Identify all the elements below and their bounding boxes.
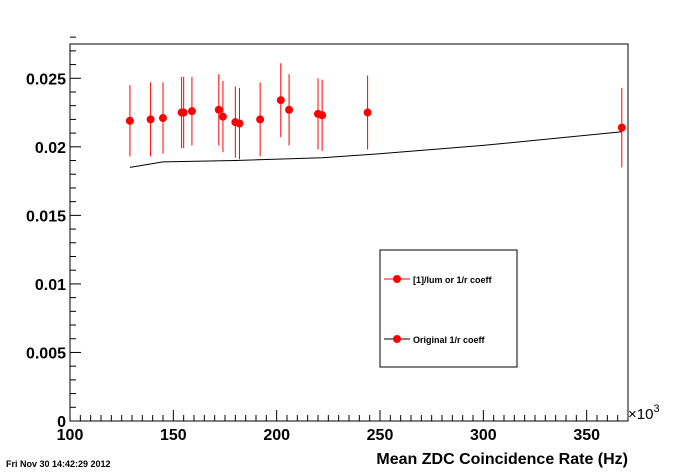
x-axis: 100 150 200 250 300 350 (57, 410, 629, 444)
legend-entry: [1]/lum or 1/r coeff (384, 275, 493, 285)
data-marker (125, 116, 134, 125)
data-point (617, 87, 626, 168)
data-marker (363, 108, 372, 117)
plot-border (69, 43, 629, 422)
x-tick-label: 300 (470, 427, 497, 444)
data-marker (179, 108, 188, 117)
original-coeff-line (129, 131, 622, 168)
data-marker (159, 114, 167, 123)
legend-marker (393, 335, 401, 343)
x-tick-label: 150 (160, 427, 187, 444)
data-marker (146, 115, 155, 124)
legend-box (379, 249, 518, 368)
legend-marker (393, 275, 401, 283)
y-tick-label: 0.025 (26, 71, 66, 88)
data-point (276, 63, 285, 138)
data-point (363, 75, 372, 150)
data-point (146, 82, 155, 157)
data-point (179, 76, 188, 149)
x-axis-title: Mean ZDC Coincidence Rate (Hz) (376, 451, 628, 468)
data-marker (235, 119, 244, 128)
x-tick-label: 100 (57, 427, 84, 444)
legend-label: [1]/lum or 1/r coeff (413, 275, 493, 285)
legend-entry: Original 1/r coeff (384, 335, 486, 345)
series-layer (125, 63, 626, 168)
timestamp: Fri Nov 30 14:42:29 2012 (6, 459, 111, 469)
data-point (125, 85, 134, 157)
legend-label: Original 1/r coeff (413, 335, 486, 345)
y-tick-label: 0.02 (35, 140, 66, 157)
legend: [1]/lum or 1/r coeff Original 1/r coeff (379, 249, 518, 368)
data-marker (617, 123, 626, 132)
y-tick-label: 0 (57, 414, 66, 431)
data-point (187, 76, 196, 146)
data-point (256, 82, 265, 157)
plot-frame (69, 43, 629, 422)
data-marker (256, 115, 265, 124)
data-marker (187, 107, 196, 116)
data-marker (218, 112, 227, 121)
y-axis: 0 0.005 0.01 0.015 0.02 0.025 (26, 36, 81, 431)
data-marker (276, 96, 285, 105)
y-tick-label: 0.005 (26, 345, 66, 362)
data-point (214, 74, 223, 146)
data-marker (285, 105, 294, 114)
data-point (159, 82, 167, 154)
y-tick-label: 0.01 (35, 277, 66, 294)
data-marker (318, 111, 327, 120)
data-point (318, 79, 327, 151)
data-point (218, 81, 227, 153)
x-multiplier-label: ×103 (628, 403, 660, 423)
x-tick-label: 350 (573, 427, 600, 444)
x-tick-label: 250 (367, 427, 394, 444)
x-tick-label: 200 (263, 427, 290, 444)
y-tick-label: 0.015 (26, 208, 66, 225)
data-point (235, 87, 244, 160)
data-point (285, 74, 294, 146)
data-marker (214, 105, 223, 114)
